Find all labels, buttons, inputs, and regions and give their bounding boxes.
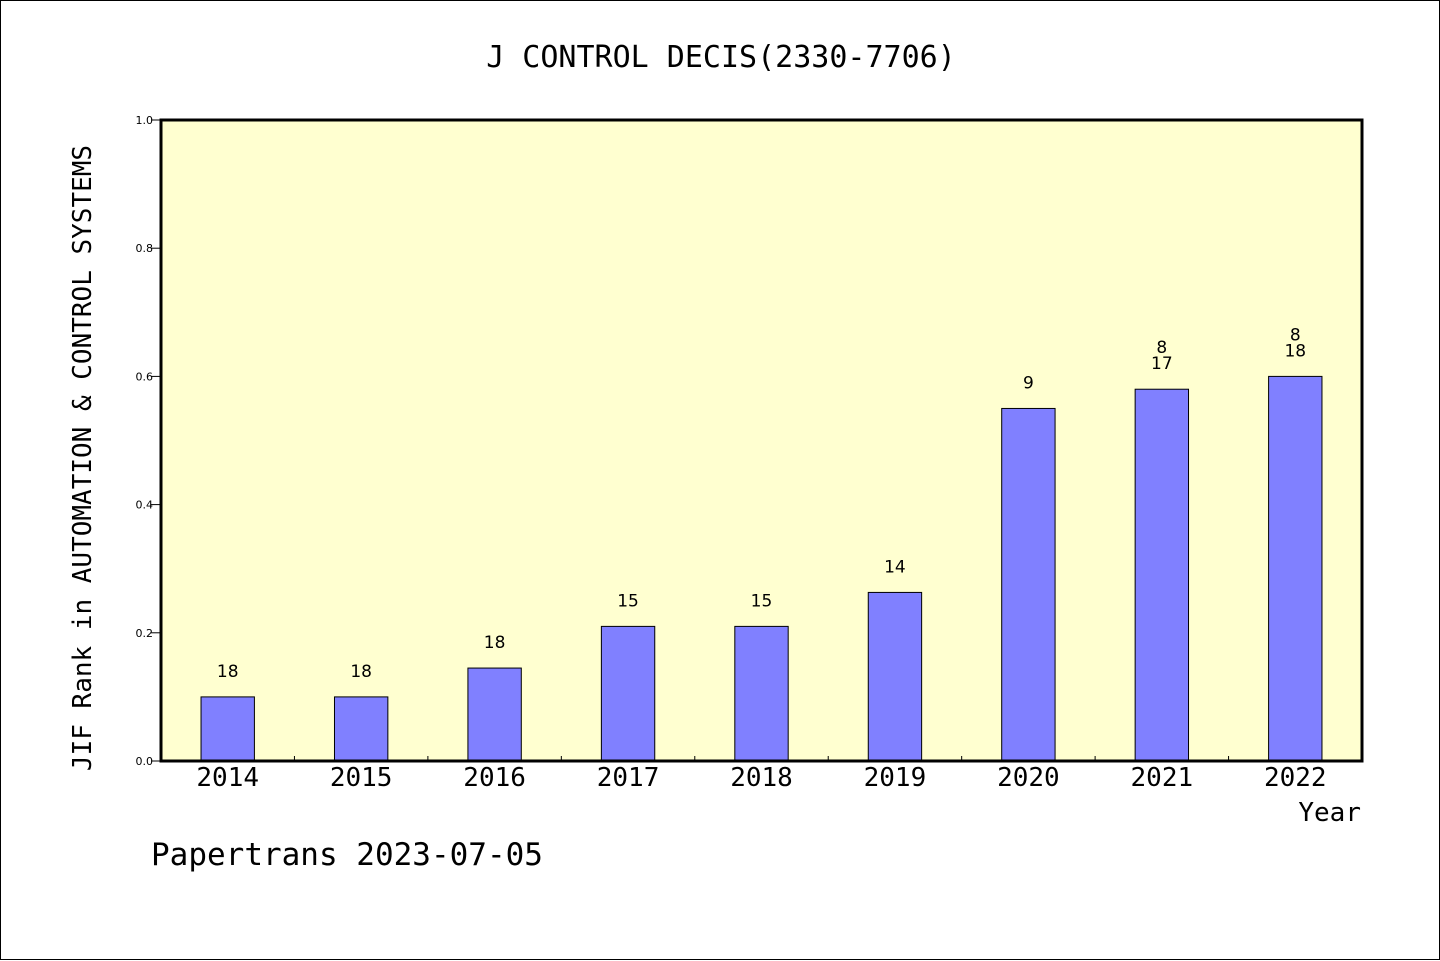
x-tick-label-2017: 2017 [597,763,660,793]
bar-2020 [1001,407,1056,762]
bar-2015 [333,696,389,762]
footer-credit: Papertrans 2023-07-05 [151,837,543,873]
x-tick-label-2021: 2021 [1131,763,1194,793]
x-axis-ticks: 2014 2015 2016 2017 2018 2019 2020 2021 2022 [196,756,1327,793]
bar-2019 [867,591,923,762]
bar-value-label-2018: 15 [751,591,773,611]
x-tick-label-2015: 2015 [330,763,393,793]
y-tick-label: 0.6 [136,370,154,383]
bars-group [200,375,1323,762]
bar-value-label-2016: 18 [484,633,506,653]
bar-2017 [600,625,656,762]
y-tick-label: 0.8 [136,242,154,255]
y-axis-ticks: 0.0 0.2 0.4 0.6 0.8 1.0 [136,114,161,768]
bar-2021 [1134,388,1190,762]
x-tick-label-2016: 2016 [463,763,526,793]
plot-border [159,118,1364,763]
bar-value-label-2021-2: 17 [1151,354,1173,374]
x-axis-label: Year [1298,798,1361,828]
bar-2022 [1268,375,1323,762]
x-tick-label-2019: 2019 [864,763,927,793]
bar-value-label-2017: 15 [617,591,639,611]
x-tick-label-2022: 2022 [1264,763,1327,793]
bar-2016 [467,667,522,762]
y-tick-label: 0.2 [136,627,154,640]
y-tick-label: 0.4 [136,499,154,512]
x-tick-label-2014: 2014 [196,763,259,793]
y-tick-label: 1.0 [136,114,154,127]
x-tick-label-2020: 2020 [997,763,1060,793]
bar-value-label-2014: 18 [217,662,239,682]
bar-value-label-2015: 18 [350,662,372,682]
x-tick-label-2018: 2018 [730,763,793,793]
bar-value-label-2022-1: 8 [1290,325,1301,345]
bar-value-label-2020: 9 [1023,373,1034,393]
bar-value-label-2021-1: 8 [1156,338,1167,358]
bar-value-label-2019: 14 [884,557,906,577]
y-axis-label: JIF Rank in AUTOMATION & CONTROL SYSTEMS [68,145,98,771]
chart-title: J CONTROL DECIS(2330-7706) [486,40,956,75]
y-tick-label: 0.0 [136,755,154,768]
bar-2014 [200,696,255,762]
bar-2018 [734,625,789,762]
bar-value-label-2022-2: 18 [1284,341,1306,361]
